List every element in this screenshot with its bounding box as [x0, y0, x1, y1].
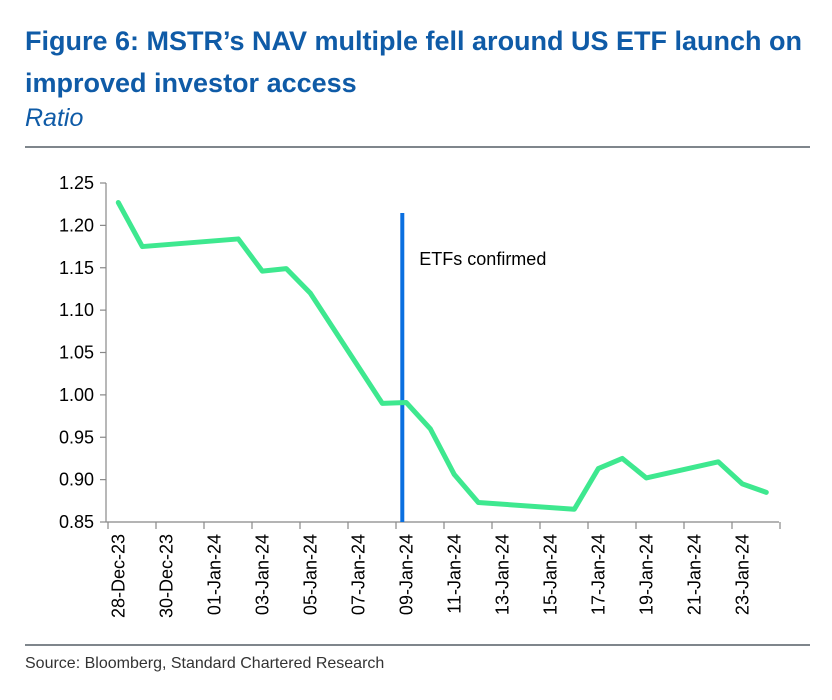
y-tick-label: 1.15 [59, 258, 94, 278]
x-tick-label: 05-Jan-24 [300, 534, 320, 615]
y-tick-label: 0.95 [59, 427, 94, 447]
chart-subtitle: Ratio [25, 104, 84, 132]
x-axis: 28-Dec-23 30-Dec-23 01-Jan-24 03-Jan-24 05-J… [106, 521, 781, 618]
y-tick-label: 1.25 [59, 173, 94, 193]
y-tick-label: 0.85 [59, 512, 94, 532]
y-axis: 0.85 0.90 0.95 1.00 1.05 1.10 1.15 1.20 1.25 [59, 173, 107, 532]
x-tick-label: 19-Jan-24 [636, 534, 656, 615]
x-tick-label: 23-Jan-24 [732, 534, 752, 615]
y-tick-label: 1.10 [59, 300, 94, 320]
x-tick-label: 28-Dec-23 [108, 534, 128, 618]
x-tick-label: 09-Jan-24 [396, 534, 416, 615]
chart-title: Figure 6: MSTR’s NAV multiple fell aroun… [25, 26, 803, 98]
y-tick-label: 1.20 [59, 215, 94, 235]
x-tick-label: 01-Jan-24 [204, 534, 224, 615]
x-tick-label: 13-Jan-24 [492, 534, 512, 615]
etf-annotation-label: ETFs confirmed [419, 249, 546, 269]
nav-multiple-line [115, 199, 769, 512]
x-tick-label: 15-Jan-24 [540, 534, 560, 615]
x-tick-label: 11-Jan-24 [444, 534, 464, 614]
x-tick-label: 21-Jan-24 [684, 534, 704, 615]
x-tick-label: 07-Jan-24 [348, 534, 368, 615]
x-tick-label: 03-Jan-24 [252, 534, 272, 615]
source-note: Source: Bloomberg, Standard Chartered Re… [25, 655, 385, 672]
x-tick-label: 17-Jan-24 [588, 534, 608, 615]
y-tick-label: 1.00 [59, 385, 94, 405]
y-tick-label: 0.90 [59, 470, 94, 490]
x-tick-label: 30-Dec-23 [156, 534, 176, 618]
bottom-divider [25, 644, 810, 646]
chart-marks: ETFs confirmed [115, 199, 769, 522]
y-tick-label: 1.05 [59, 343, 94, 363]
top-divider [25, 146, 810, 148]
